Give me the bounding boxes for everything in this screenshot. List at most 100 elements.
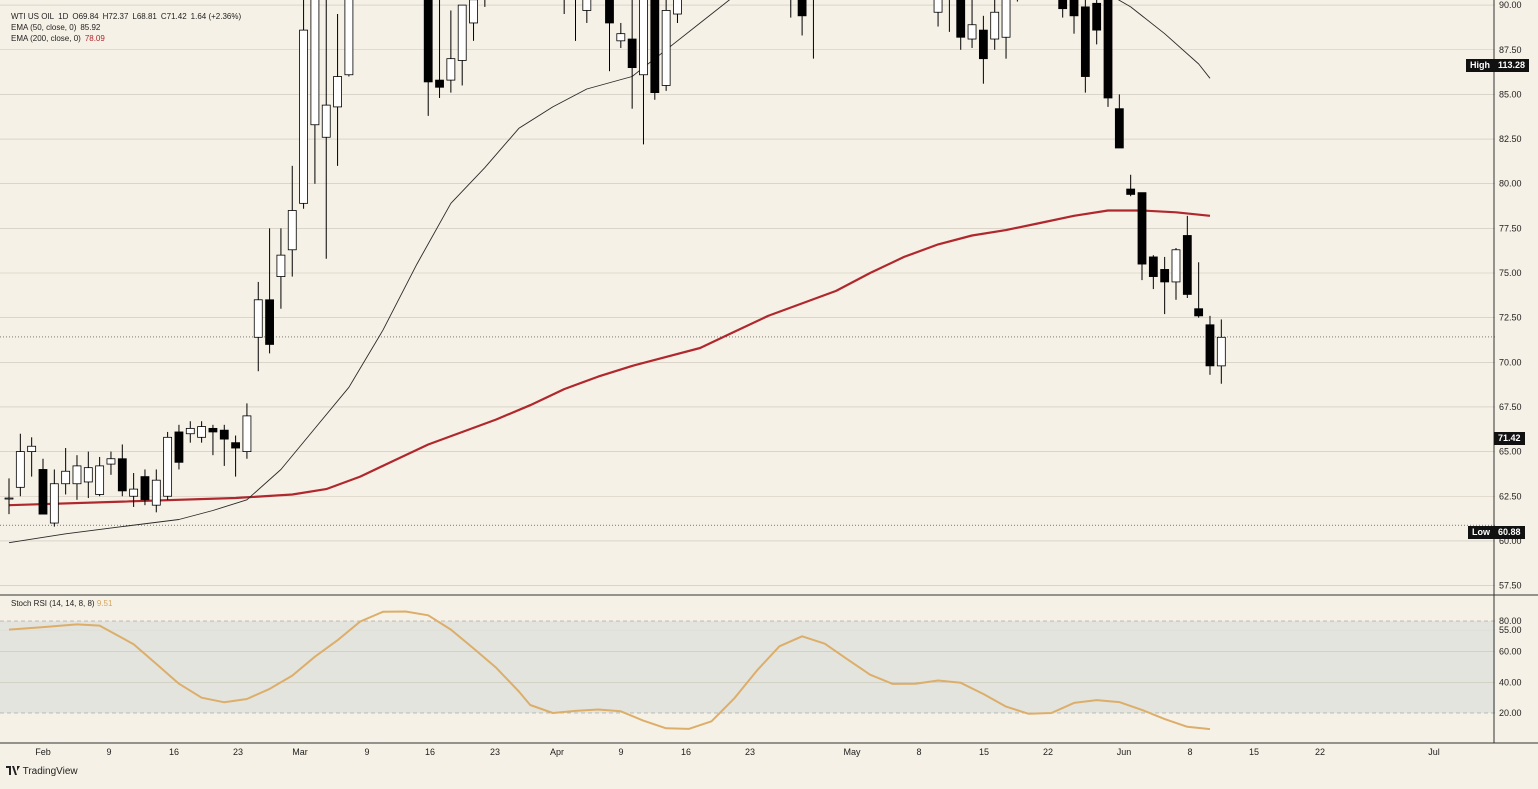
ema200-legend[interactable]: EMA (200, close, 0) 78.09	[11, 33, 109, 44]
stoch-label: Stoch RSI (14, 14, 8, 8)	[11, 599, 95, 608]
price-tick-label: 85.00	[1499, 89, 1522, 99]
candle	[1114, 94, 1124, 149]
candle-body	[673, 0, 682, 15]
candle	[990, 0, 1000, 50]
candle	[1160, 256, 1170, 315]
candle-body	[457, 4, 467, 61]
candle	[242, 403, 252, 459]
symbol-name[interactable]: WTI US OIL	[11, 12, 55, 21]
interval[interactable]: 1D	[58, 12, 69, 21]
date-tick-label: 8	[916, 747, 921, 757]
candle	[1171, 247, 1181, 300]
candle	[1092, 0, 1102, 45]
candle-body	[469, 0, 478, 24]
date-tick-label: 8	[1187, 747, 1192, 757]
candle-body	[1114, 108, 1124, 149]
candle-body	[1216, 336, 1226, 367]
candle-body	[1080, 6, 1090, 77]
date-tick-label: 23	[745, 747, 755, 757]
candle-body	[423, 0, 433, 83]
date-tick-label: 16	[425, 747, 435, 757]
candle-body	[231, 442, 241, 449]
candle	[310, 0, 320, 184]
candle-body	[72, 465, 82, 485]
date-tick-label: 16	[681, 747, 691, 757]
candle	[253, 281, 263, 372]
candle	[72, 455, 82, 500]
price-tick-label: 87.50	[1499, 45, 1522, 55]
candle-body	[253, 299, 263, 338]
candle	[1080, 0, 1090, 93]
candle	[1137, 192, 1147, 281]
candle-body	[1092, 2, 1102, 31]
candle	[967, 0, 977, 48]
candle-body	[219, 429, 229, 440]
candle-body	[978, 29, 988, 60]
date-tick-label: Mar	[292, 747, 308, 757]
candle-body	[1126, 188, 1136, 195]
candle	[83, 451, 93, 499]
stoch-rsi-path	[8, 610, 1211, 731]
candle-body	[344, 0, 354, 76]
candle-body	[310, 0, 320, 126]
candle	[1001, 0, 1011, 59]
candle	[1205, 315, 1215, 375]
candle-body	[582, 0, 592, 11]
candle-body	[605, 0, 614, 24]
candle-body	[242, 415, 252, 453]
candle	[790, 0, 792, 18]
candle	[956, 0, 966, 50]
ema200-line	[8, 209, 1211, 507]
date-tick-label: May	[843, 747, 861, 757]
price-tick-label: 80.00	[1499, 179, 1522, 189]
candle-body	[15, 451, 25, 488]
candle	[582, 0, 592, 23]
candle-body	[1171, 249, 1181, 283]
candle	[151, 469, 161, 513]
candle	[1182, 215, 1192, 299]
candle	[38, 458, 48, 515]
candle	[435, 0, 444, 98]
candle-body	[1001, 0, 1011, 38]
candle	[948, 0, 950, 32]
candle-body	[967, 24, 977, 40]
candle	[605, 0, 614, 72]
candle	[1103, 0, 1113, 107]
candle	[265, 228, 274, 354]
candle	[797, 0, 807, 36]
price-tick-label: 72.50	[1499, 313, 1522, 323]
candle	[287, 165, 297, 277]
date-tick-label: 22	[1315, 747, 1325, 757]
stoch-tick-label: 80.00	[1499, 616, 1522, 626]
candle-body	[197, 426, 207, 438]
ema50-legend[interactable]: EMA (50, close, 0) 85.92	[11, 22, 104, 33]
price-tick-labels: 55.00 57.50 60.00 62.50 65.00 67.50 70.00 72.50…	[1499, 0, 1522, 635]
date-tick-label: Jul	[1428, 747, 1440, 757]
price-tick-label: 62.50	[1499, 491, 1522, 501]
stoch-rsi-line	[8, 610, 1211, 731]
price-tick-label: 77.50	[1499, 223, 1522, 233]
candle-body	[287, 210, 297, 251]
candle	[174, 424, 184, 470]
candle	[423, 0, 433, 116]
candle-body	[1205, 324, 1215, 367]
candle	[299, 0, 308, 209]
candle-body	[639, 0, 648, 76]
brand-name: TradingView	[22, 766, 78, 777]
date-tick-label: 23	[233, 747, 243, 757]
ohlc-low: L68.81	[132, 12, 157, 21]
price-tick-label: 60.00	[1499, 536, 1522, 546]
ohlc-close: C71.42	[160, 12, 187, 21]
last-price: 71.42	[1498, 433, 1521, 443]
candle-body	[933, 0, 943, 13]
tradingview-logo[interactable]: TradingView	[6, 766, 78, 777]
candle	[219, 424, 229, 466]
stoch-legend[interactable]: Stoch RSI (14, 14, 8, 8) 9.51	[11, 599, 112, 608]
candle	[627, 0, 637, 109]
date-tick-labels: Feb 9 16 23 Mar 9 16 23 Apr 9 16 23 May 8 15 22 Jun 8 15 22…	[35, 747, 1440, 757]
candle	[4, 478, 14, 515]
high-value-badge: 113.28	[1494, 59, 1530, 72]
candle	[650, 0, 660, 100]
